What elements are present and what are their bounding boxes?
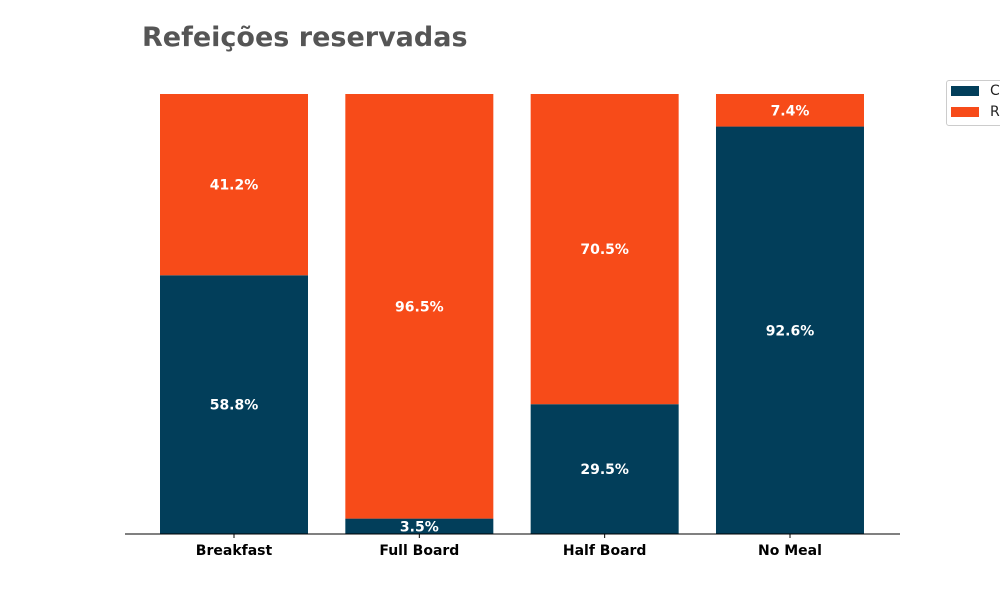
bars-group [160,94,864,534]
legend-swatch-series-0 [951,86,979,96]
legend-swatch-series-1 [951,107,979,117]
legend: C R [946,80,1000,126]
legend-item-series-1: R [951,104,1000,120]
data-label-no-meal-series-0: 92.6% [766,323,815,339]
legend-item-series-0: C [951,83,1000,99]
bar-half-board-series-0 [530,404,679,534]
data-label-breakfast-series-0: 58.8% [210,398,259,414]
bar-full-board-series-1 [345,94,494,519]
bar-breakfast-series-1 [160,94,308,276]
legend-label-series-1: R [990,104,1000,120]
data-label-no-meal-series-1: 7.4% [771,103,810,119]
bar-half-board-series-1 [530,94,679,405]
data-label-full-board-series-1: 96.5% [395,299,444,315]
bar-breakfast-series-0 [160,275,308,534]
data-label-full-board-series-0: 3.5% [400,519,439,535]
bar-full-board-series-0 [345,518,494,534]
legend-label-series-0: C [990,83,1000,99]
data-label-half-board-series-0: 29.5% [580,462,629,478]
chart-title: Refeições reservadas [142,22,468,53]
data-labels-group: 58.8% 41.2% 3.5% 96.5% 29.5% 70.5% 92.6% 7.4% [210,103,815,535]
x-tick-label: Full Board [379,543,459,559]
data-label-breakfast-series-1: 41.2% [210,178,259,194]
bar-no-meal-series-1 [715,94,864,127]
data-label-half-board-series-1: 70.5% [580,242,629,258]
bar-no-meal-series-0 [715,126,864,534]
x-tick-label: Breakfast [196,543,273,559]
x-tick-label: Half Board [563,543,647,559]
x-ticks-group: Breakfast Full Board Half Board No Meal [196,534,822,559]
x-tick-label: No Meal [758,543,822,559]
